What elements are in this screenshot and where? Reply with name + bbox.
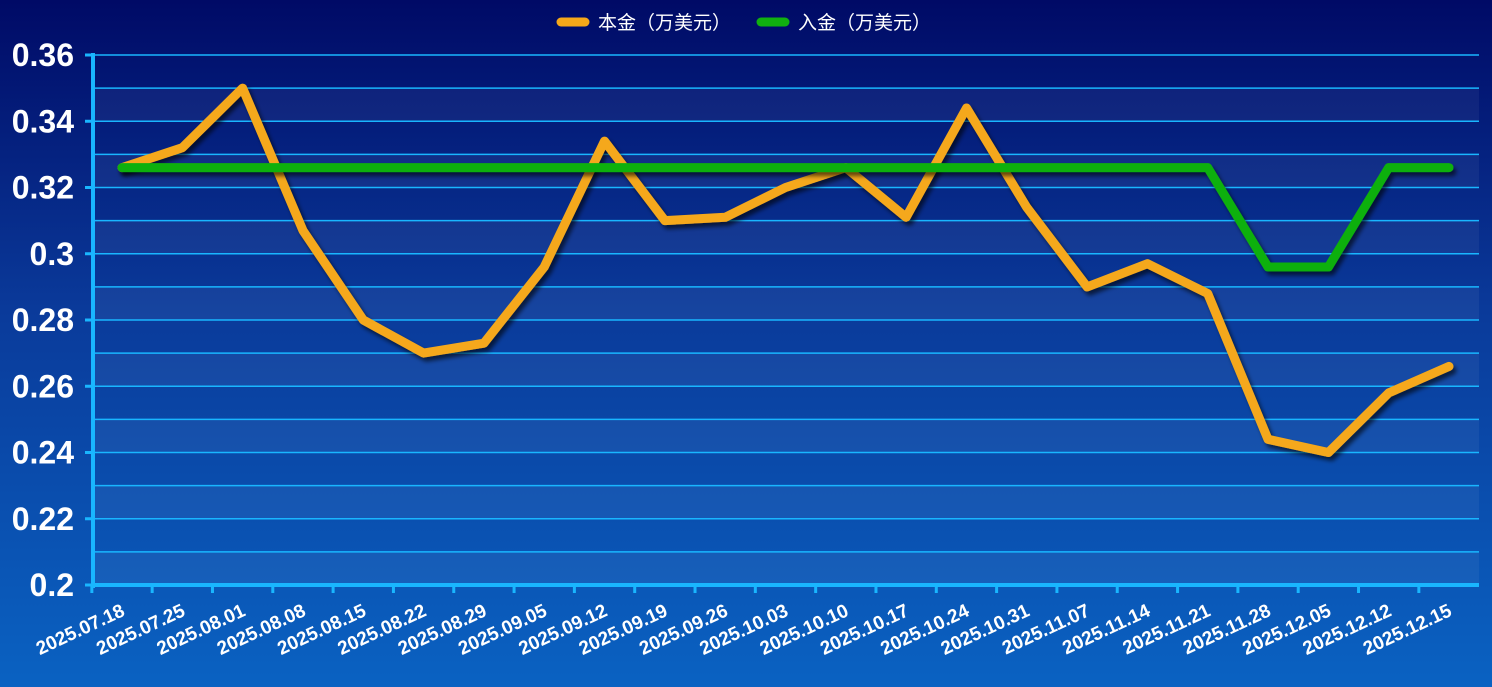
series-line-2 xyxy=(117,163,1454,272)
y-tick-label: 0.22 xyxy=(12,501,74,537)
series-line-1 xyxy=(117,83,1454,457)
y-axis-ticks: 0.36 0.34 0.32 0.3 0.28 0.26 0.24 0.22 0.2 xyxy=(12,37,93,603)
series-lines xyxy=(117,83,1454,457)
plot-bands xyxy=(93,88,1479,585)
y-tick-label: 0.28 xyxy=(12,302,74,338)
plot-band xyxy=(93,88,1479,122)
plot-band xyxy=(93,551,1479,585)
legend-label: 入金（万美元） xyxy=(798,12,931,34)
x-axis-ticks: 2025.07.182025.07.252025.08.012025.08.08… xyxy=(33,585,1456,660)
plot-band xyxy=(93,419,1479,453)
y-tick-label: 0.32 xyxy=(12,170,74,206)
y-tick-label: 0.36 xyxy=(12,37,74,73)
y-tick-label: 0.2 xyxy=(30,567,74,603)
y-tick-label: 0.3 xyxy=(30,236,74,272)
plot-band xyxy=(93,353,1479,387)
y-tick-label: 0.34 xyxy=(12,103,74,139)
plot-band xyxy=(93,286,1479,320)
legend: 本金（万美元） 入金（万美元） xyxy=(556,12,931,34)
legend-label: 本金（万美元） xyxy=(598,12,731,34)
y-tick-label: 0.26 xyxy=(12,368,74,404)
plot-band xyxy=(93,485,1479,519)
y-tick-label: 0.24 xyxy=(12,435,74,471)
